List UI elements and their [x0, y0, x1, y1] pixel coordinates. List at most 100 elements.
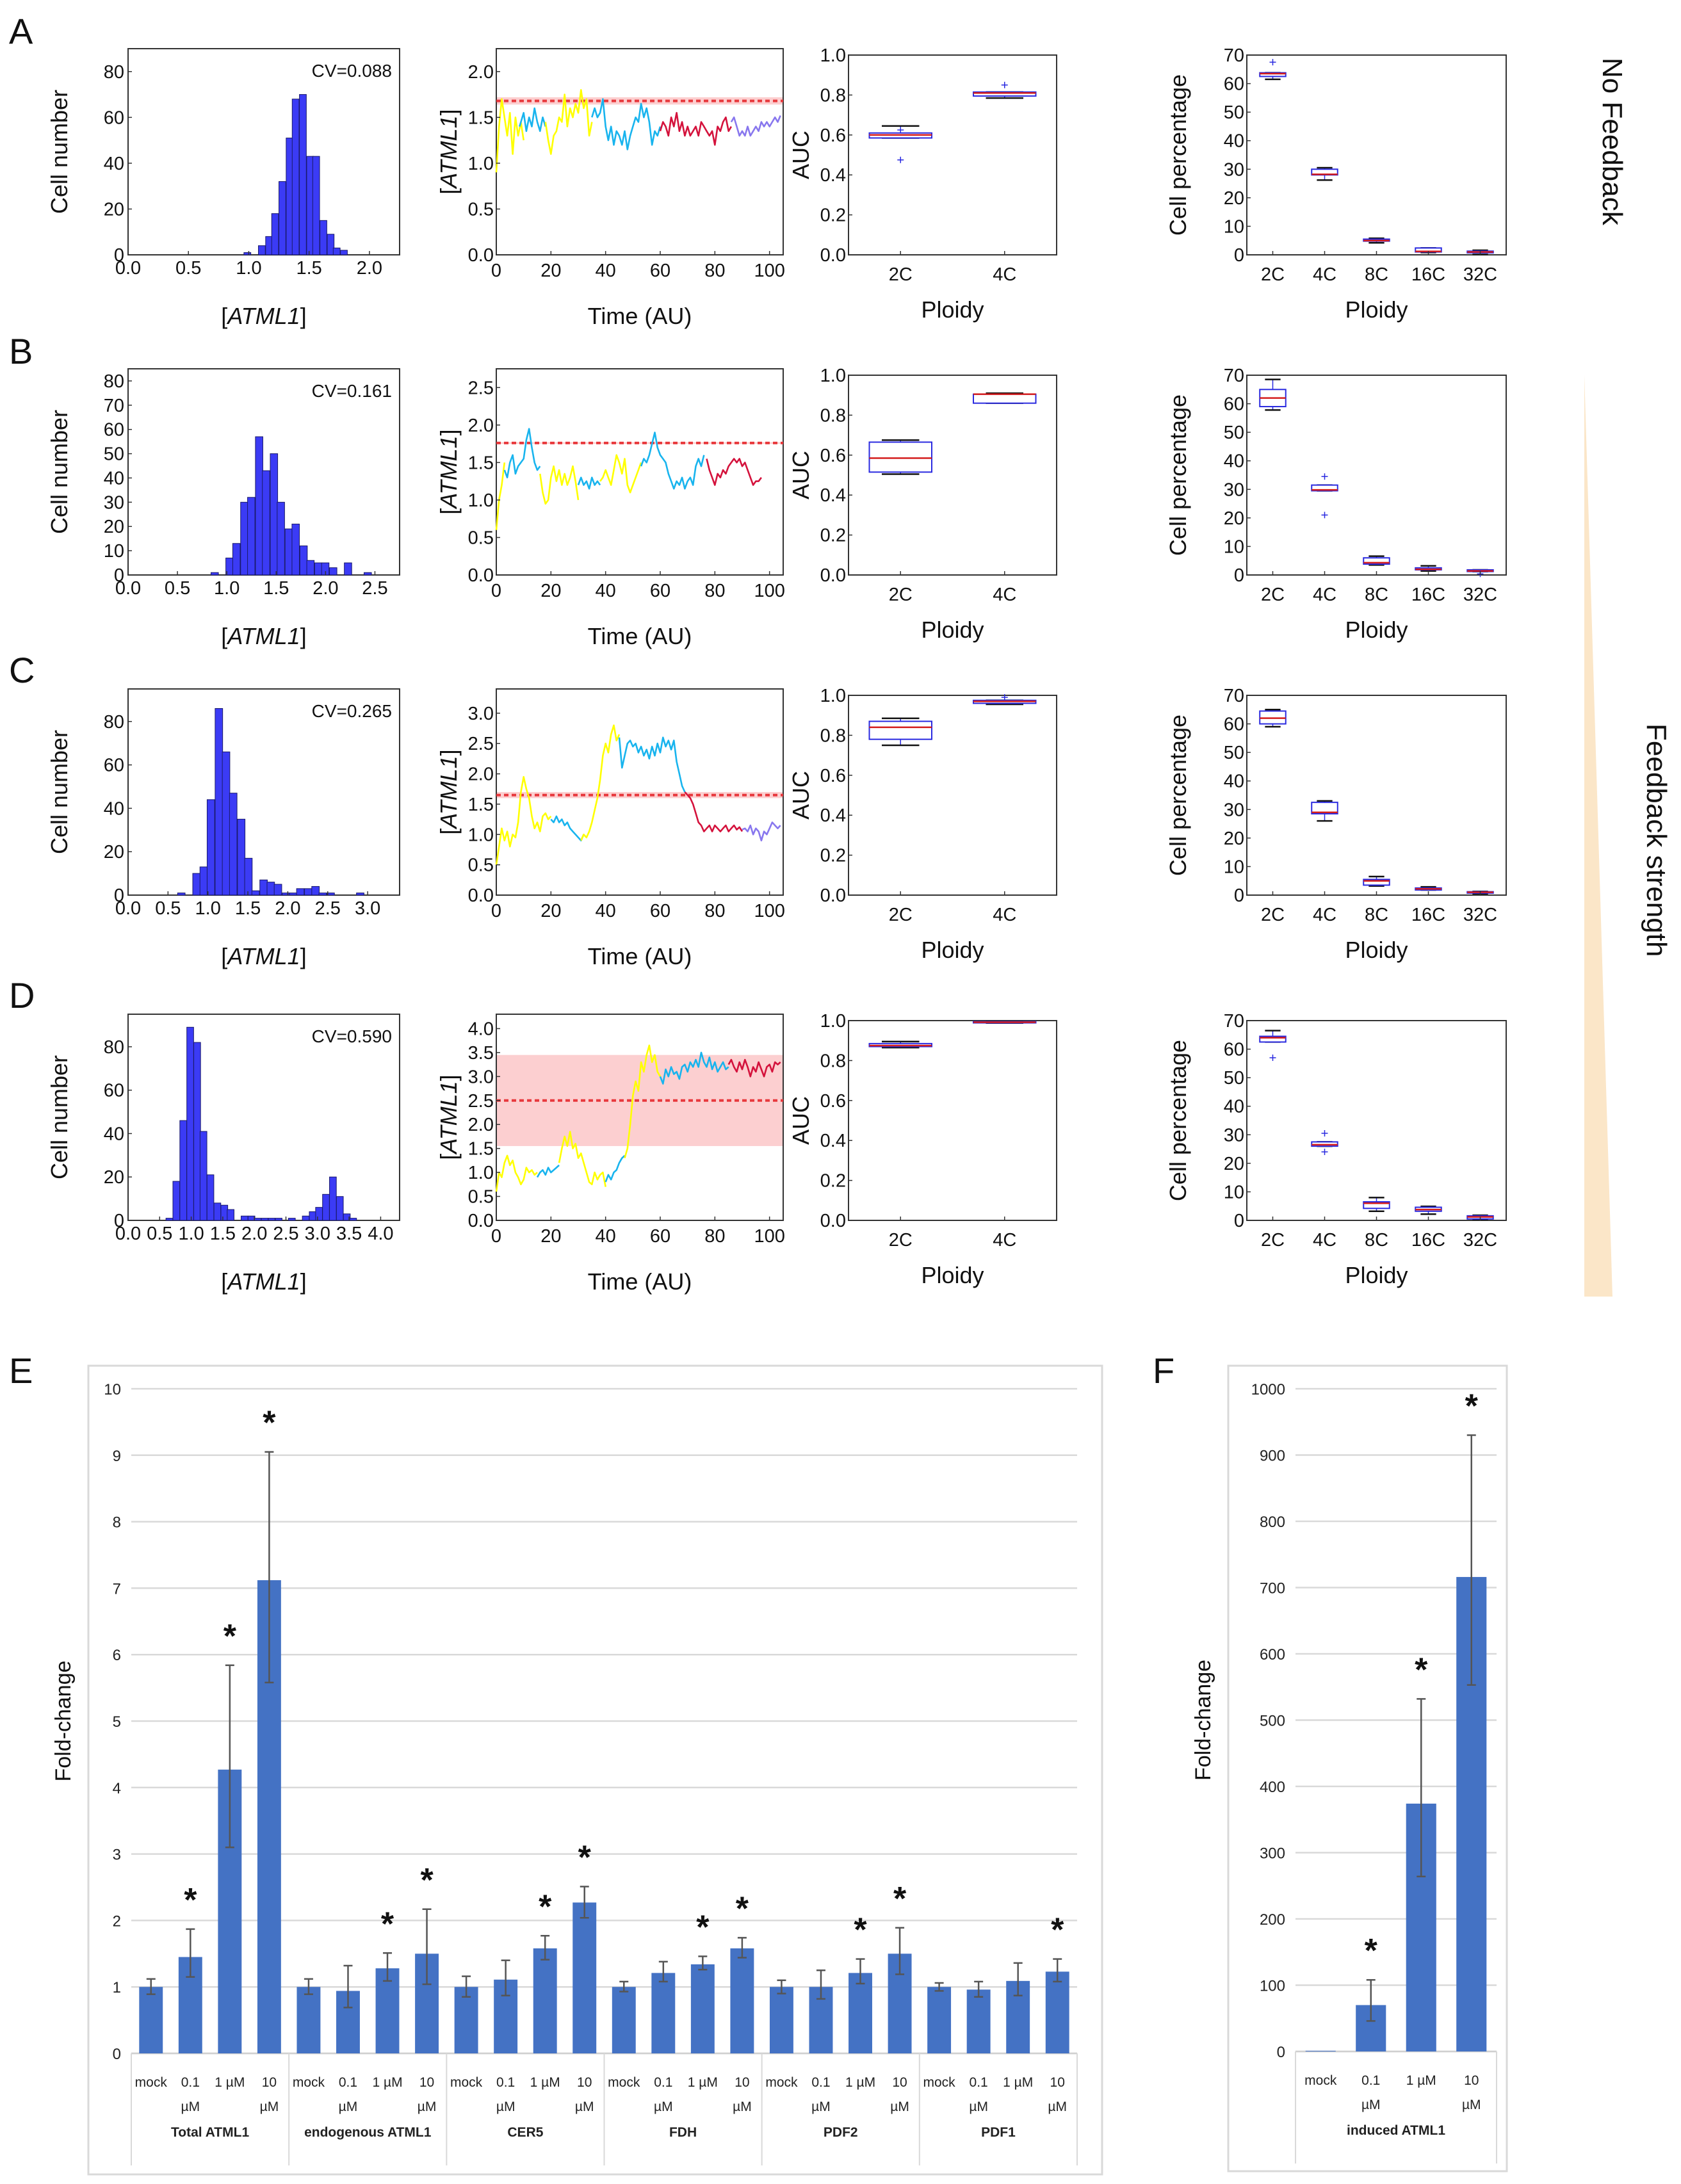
y-tick-label: 0.0: [468, 565, 494, 586]
y-tick-label: 30: [104, 492, 124, 513]
histogram-bar: [259, 879, 268, 896]
y-axis-label: [ATML1]: [435, 429, 462, 514]
x-tick-label: 8C: [1365, 264, 1388, 285]
box-2C: [868, 717, 932, 747]
x-tick-label: 2C: [1261, 1230, 1285, 1250]
group-label: endogenous ATML1: [304, 2125, 432, 2140]
histogram-bar: [344, 562, 352, 576]
box-body: [1259, 1035, 1287, 1043]
outlier-marker: [1269, 1054, 1276, 1061]
histogram-bar: [318, 893, 327, 896]
box-16C: [1415, 1205, 1442, 1215]
y-tick-label: 0.6: [820, 1091, 846, 1112]
box-4C: [973, 392, 1037, 404]
y-tick-label: 0: [1234, 565, 1244, 586]
significance-asterisk: *: [1465, 1387, 1479, 1425]
box-body: [1363, 1201, 1390, 1209]
threshold-band: [497, 792, 783, 798]
y-tick-label: 40: [104, 798, 124, 819]
histogram-bar: [277, 501, 285, 576]
histogram-bar: [329, 1176, 337, 1221]
y-tick-label: 1.5: [468, 795, 494, 815]
y-tick-label: 1.0: [468, 825, 494, 845]
x-tick-label: 4C: [993, 1230, 1016, 1250]
box-8C: [1363, 1197, 1390, 1212]
no-feedback-label: No Feedback: [1596, 58, 1628, 226]
category-label: 1 µM: [215, 2075, 245, 2090]
chart-d-3: 2C 4C 0.0 0.2 0.4 0.6 0.8 1.0 AUC Ploidy: [788, 1011, 1057, 1288]
y-tick-label: 60: [104, 420, 124, 441]
bar: [1045, 1971, 1069, 2053]
x-tick-label: 2C: [1261, 585, 1285, 605]
y-tick-label: 0.6: [820, 125, 846, 146]
y-tick-label: 1.0: [468, 1163, 494, 1183]
panel-row-b: 0.0 0.5 1.0 1.5 2.0 2.5 0 10 20 30 40 50 60 70 80 CV=0.…: [46, 366, 1507, 649]
feedback-strength-label: Feedback strength: [1641, 724, 1672, 957]
y-tick-label: 40: [104, 154, 124, 174]
trace-segment-yellow: [539, 465, 580, 505]
y-axis-label: Cell percentage: [1165, 1040, 1191, 1201]
chart-d-1: 0.0 0.5 1.0 1.5 2.0 2.5 3.0 3.5 4.0 0 20 40 60 80 CV=0…: [46, 1014, 400, 1295]
trace-segment-purple: [742, 821, 781, 842]
x-tick-label: 4C: [993, 585, 1016, 605]
histogram-bar: [172, 1181, 181, 1221]
y-tick-label: 20: [104, 1167, 124, 1188]
trace-segment-cyan: [503, 428, 541, 479]
y-axis-label: Cell number: [46, 1055, 72, 1179]
chart-c-4: 2C 4C 8C 16C 32C 0 10 20 30 40 50 60 70 Cell percenta…: [1165, 686, 1507, 963]
chart-b-3: 2C 4C 0.0 0.2 0.4 0.6 0.8 1.0 AUC Ploidy: [788, 366, 1057, 643]
y-tick-label: 0.8: [820, 405, 846, 426]
category-label: 10: [735, 2075, 749, 2090]
y-tick-label: 4: [113, 1780, 121, 1797]
bar-group-total-atml1: mock * 0.1 µM * 1 µM * 10 µM Total ATML1: [131, 1405, 281, 2165]
y-tick-label: 80: [104, 62, 124, 83]
y-tick-label: 10: [104, 541, 124, 562]
y-tick-label: 80: [104, 371, 124, 392]
trace-segment-yellow: [544, 89, 593, 155]
x-axis-label: Ploidy: [1345, 937, 1408, 963]
x-tick-label: 1.5: [210, 1224, 236, 1244]
side-annotations: No Feedback Feedback strength: [1584, 58, 1672, 1297]
y-tick-label: 0.5: [468, 855, 494, 876]
x-tick-label: 0.5: [175, 258, 201, 279]
significance-asterisk: *: [263, 1405, 276, 1442]
trace-segment-yellow: [624, 1044, 662, 1159]
y-tick-label: 30: [1224, 480, 1244, 500]
y-tick-label: 0.2: [820, 526, 846, 546]
histogram-bar: [247, 1215, 256, 1221]
y-tick-label: 0.0: [468, 245, 494, 266]
category-label: mock: [923, 2075, 956, 2090]
x-tick-label: 32C: [1463, 585, 1497, 605]
histogram-bar: [291, 523, 300, 576]
panel-row-a: 0.0 0.5 1.0 1.5 2.0 0 20 40 60 80 CV=0.088 Cell num…: [46, 45, 1507, 329]
box-4C: [1311, 800, 1338, 822]
box-8C: [1363, 237, 1390, 244]
trace-segment-red: [727, 1058, 781, 1078]
histogram-bar: [241, 1215, 248, 1221]
category-label: µM: [890, 2099, 909, 2114]
trace-segment-red: [684, 791, 743, 832]
y-tick-label: 0: [114, 565, 124, 586]
y-axis-label: AUC: [788, 1096, 814, 1145]
category-label: µM: [969, 2099, 988, 2114]
y-tick-label: 70: [1224, 1011, 1244, 1031]
histogram-bar: [322, 1193, 330, 1221]
y-tick-label: 0.5: [468, 528, 494, 548]
histogram-bar: [193, 1042, 201, 1221]
y-tick-label: 60: [104, 108, 124, 128]
category-label: 0.1: [181, 2075, 200, 2090]
y-tick-label: 0: [1234, 886, 1244, 906]
bar: [296, 1987, 321, 2053]
x-axis-label: Time (AU): [588, 303, 692, 329]
significance-asterisk: *: [223, 1618, 237, 1655]
y-tick-label: 6: [113, 1647, 121, 1664]
y-tick-label: 0.0: [468, 1211, 494, 1231]
histogram-bar: [237, 818, 246, 896]
bar: [769, 1987, 793, 2053]
histogram-bar: [329, 567, 337, 576]
y-tick-label: 0.6: [820, 446, 846, 466]
y-tick-label: 50: [1224, 1068, 1244, 1088]
x-axis-label: Ploidy: [1345, 296, 1408, 323]
chart-c-2: 0 20 40 60 80 100 0.0 0.5 1.0 1.5 2.0 2.5 3.0 [ATML1]…: [435, 688, 785, 969]
y-tick-label: 3.0: [468, 1067, 494, 1087]
